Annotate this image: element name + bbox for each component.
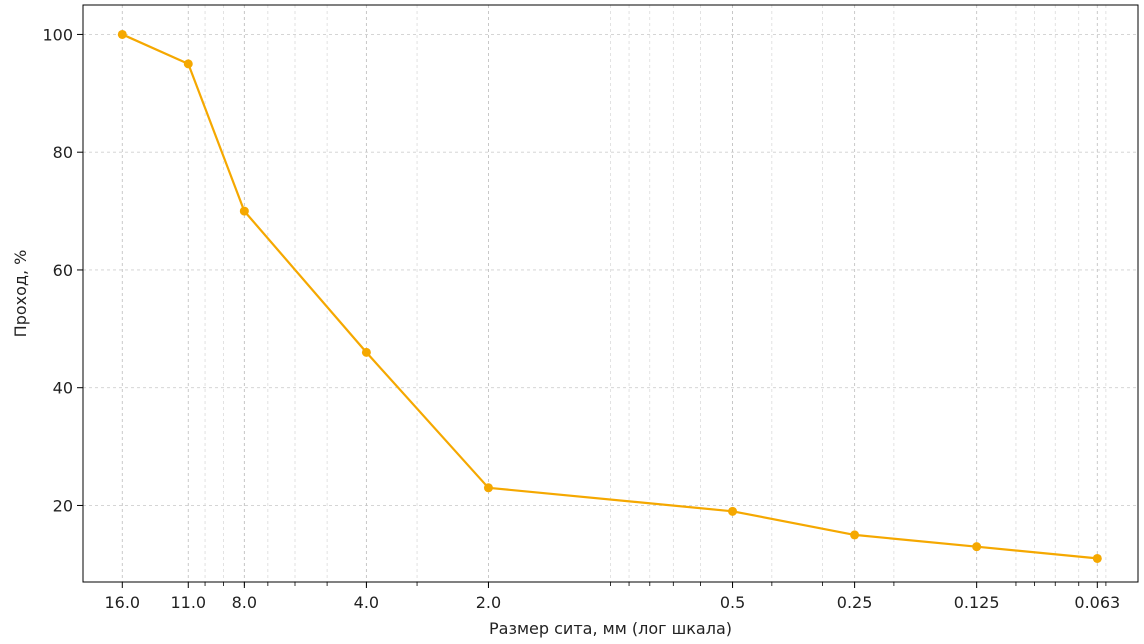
data-point <box>728 506 738 516</box>
x-tick-label: 0.063 <box>1074 593 1120 612</box>
series-layer <box>117 29 1102 563</box>
data-point <box>1092 553 1102 563</box>
y-tick-labels: 20 40 60 80 100 <box>42 25 73 515</box>
y-tick-label: 80 <box>53 143 73 162</box>
y-tick-label: 100 <box>42 25 73 44</box>
grid-lines <box>83 5 1138 582</box>
data-point <box>972 542 982 552</box>
data-point <box>483 483 493 493</box>
x-tick-label: 2.0 <box>476 593 501 612</box>
y-axis-title: Проход, % <box>11 250 30 338</box>
y-tick-label: 40 <box>53 379 73 398</box>
x-tick-label: 11.0 <box>170 593 206 612</box>
x-tick-label: 0.5 <box>720 593 745 612</box>
x-tick-label: 0.25 <box>837 593 873 612</box>
data-point <box>183 59 193 69</box>
data-point <box>850 530 860 540</box>
data-point <box>239 206 249 216</box>
tick-marks <box>77 33 1107 588</box>
x-tick-label: 4.0 <box>354 593 379 612</box>
series-line <box>121 33 1098 560</box>
x-axis-title: Размер сита, мм (лог шкала) <box>489 619 732 638</box>
data-point <box>117 29 127 39</box>
y-tick-label: 20 <box>53 496 73 515</box>
x-tick-label: 16.0 <box>104 593 140 612</box>
x-tick-labels: 16.0 11.0 8.0 4.0 2.0 0.5 0.25 0.125 0.063 <box>104 593 1120 612</box>
x-tick-label: 0.125 <box>954 593 1000 612</box>
data-point <box>361 347 371 357</box>
y-tick-label: 60 <box>53 261 73 280</box>
x-tick-label: 8.0 <box>232 593 257 612</box>
